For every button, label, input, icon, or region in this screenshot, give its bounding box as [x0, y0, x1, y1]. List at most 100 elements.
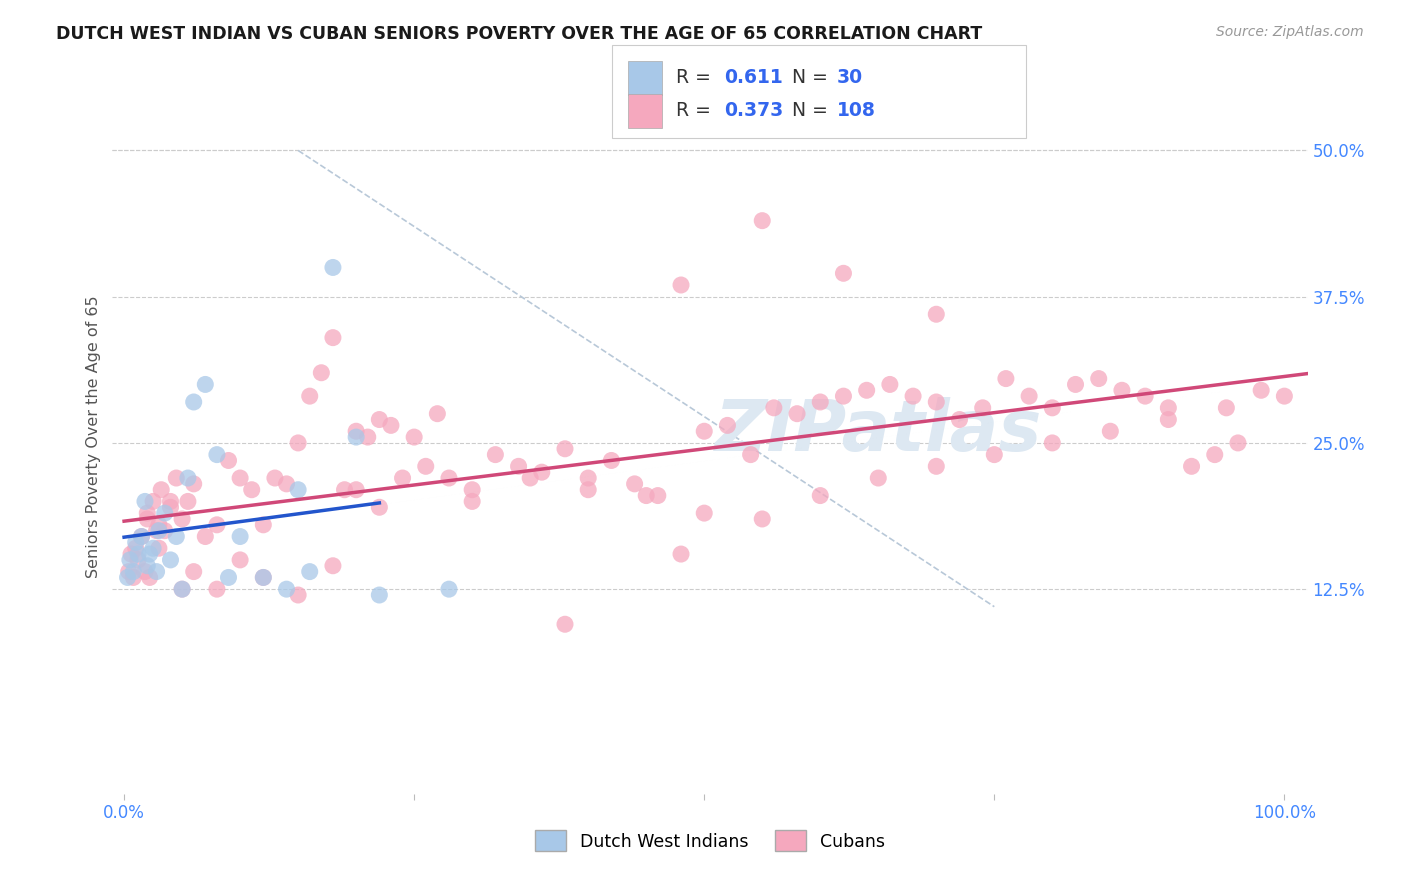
Point — [229, 529, 252, 543]
Point — [131, 529, 153, 543]
Point — [1180, 459, 1202, 474]
Point — [368, 588, 391, 602]
Point — [134, 494, 156, 508]
Point — [229, 553, 252, 567]
Point — [218, 570, 240, 584]
Point — [740, 448, 762, 462]
Point — [437, 471, 460, 485]
Point — [972, 401, 994, 415]
Point — [150, 483, 173, 497]
Point — [136, 506, 159, 520]
Point — [118, 565, 141, 579]
Point — [159, 500, 181, 515]
Point — [165, 529, 187, 543]
Text: 0.373: 0.373 — [724, 101, 783, 120]
Point — [693, 424, 716, 438]
Point — [172, 512, 194, 526]
Point — [647, 489, 669, 503]
Y-axis label: Seniors Poverty Over the Age of 65: Seniors Poverty Over the Age of 65 — [86, 296, 101, 578]
Point — [368, 412, 391, 426]
Point — [252, 570, 274, 584]
Point — [138, 547, 160, 561]
Point — [153, 524, 176, 538]
Point — [484, 448, 506, 462]
Point — [1018, 389, 1040, 403]
Point — [344, 430, 367, 444]
Point — [252, 517, 274, 532]
Point — [138, 570, 160, 584]
Point — [855, 384, 877, 398]
Point — [437, 582, 460, 596]
Point — [117, 570, 139, 584]
Point — [142, 541, 165, 556]
Point — [1272, 389, 1295, 403]
Point — [868, 471, 890, 485]
Point — [298, 565, 321, 579]
Text: R =: R = — [676, 101, 717, 120]
Point — [276, 582, 298, 596]
Point — [148, 541, 170, 556]
Point — [183, 476, 205, 491]
Point — [600, 453, 623, 467]
Point — [177, 494, 200, 508]
Point — [1204, 448, 1226, 462]
Point — [183, 565, 205, 579]
Point — [127, 547, 149, 561]
Point — [925, 395, 948, 409]
Point — [786, 407, 808, 421]
Point — [136, 558, 159, 573]
Point — [669, 278, 692, 293]
Point — [159, 553, 181, 567]
Point — [153, 506, 176, 520]
Point — [832, 266, 855, 280]
Point — [194, 529, 217, 543]
Point — [252, 570, 274, 584]
Point — [276, 476, 298, 491]
Point — [380, 418, 402, 433]
Point — [1157, 412, 1180, 426]
Point — [576, 483, 599, 497]
Point — [229, 471, 252, 485]
Point — [554, 442, 576, 456]
Point — [122, 570, 145, 584]
Point — [1040, 401, 1063, 415]
Point — [218, 453, 240, 467]
Point — [322, 558, 344, 573]
Legend: Dutch West Indians, Cubans: Dutch West Indians, Cubans — [526, 822, 894, 860]
Text: 0.611: 0.611 — [724, 68, 783, 87]
Point — [125, 541, 148, 556]
Point — [1111, 384, 1133, 398]
Point — [762, 401, 785, 415]
Point — [693, 506, 716, 520]
Point — [240, 483, 263, 497]
Point — [391, 471, 413, 485]
Point — [148, 524, 170, 538]
Point — [623, 476, 645, 491]
Point — [1099, 424, 1122, 438]
Point — [322, 260, 344, 275]
Point — [357, 430, 380, 444]
Point — [404, 430, 426, 444]
Point — [159, 494, 181, 508]
Point — [716, 418, 738, 433]
Point — [122, 565, 145, 579]
Point — [461, 483, 484, 497]
Point — [344, 483, 367, 497]
Point — [1133, 389, 1156, 403]
Point — [136, 512, 159, 526]
Point — [554, 617, 576, 632]
Point — [131, 529, 153, 543]
Point — [118, 553, 141, 567]
Point — [879, 377, 901, 392]
Point — [576, 471, 599, 485]
Point — [519, 471, 541, 485]
Point — [751, 512, 773, 526]
Point — [1064, 377, 1087, 392]
Point — [1215, 401, 1237, 415]
Point — [298, 389, 321, 403]
Text: Source: ZipAtlas.com: Source: ZipAtlas.com — [1216, 25, 1364, 39]
Point — [925, 307, 948, 321]
Point — [172, 582, 194, 596]
Point — [120, 547, 142, 561]
Point — [183, 395, 205, 409]
